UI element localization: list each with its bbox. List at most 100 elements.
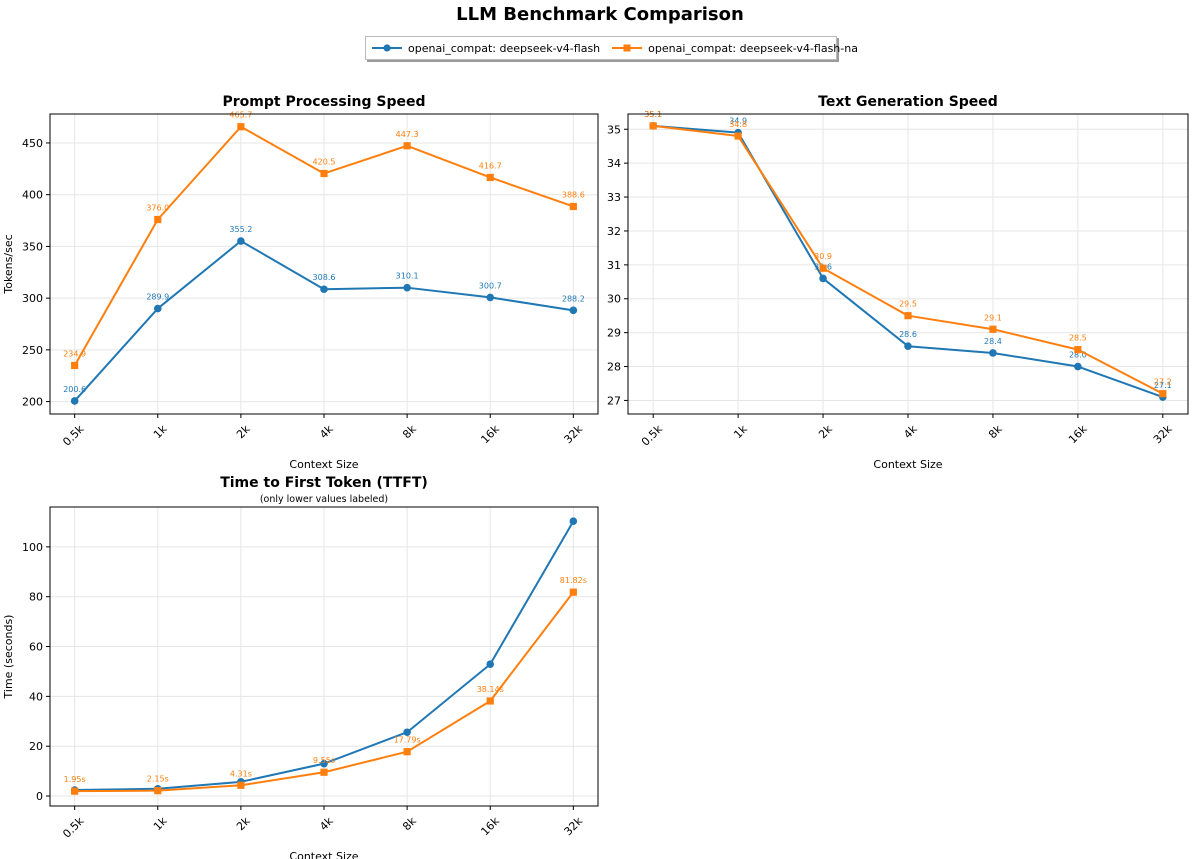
y-tick-label: 80 (29, 591, 43, 604)
x-tick-label: 4k (901, 422, 920, 441)
chart-text-generation-speed: Text Generation Speed 27 28 29 30 31 32 33 34 35 0… (607, 94, 1189, 470)
data-point-square (734, 132, 742, 140)
data-point-square (154, 215, 162, 224)
data-label: 34.8 (729, 120, 747, 129)
y-axis-label: Time (seconds) (2, 615, 15, 700)
y-tick-label: 33 (607, 191, 621, 204)
x-tick-label: 2k (816, 422, 835, 441)
y-tick-label: 250 (22, 344, 43, 357)
data-point-square (569, 202, 577, 211)
legend-line-circle-icon (372, 44, 402, 52)
legend-entry-flash: openai_compat: deepseek-v4-flash (372, 42, 600, 55)
data-point-square (403, 748, 411, 756)
y-tick-label: 100 (22, 541, 43, 554)
data-label: 200.6 (63, 385, 86, 394)
legend: openai_compat: deepseek-v4-flash openai_… (365, 36, 858, 60)
chart-time-to-first-token: Time to First Token (TTFT) (only lower va… (2, 475, 599, 859)
y-tick-label: 200 (22, 396, 43, 409)
data-label: 308.6 (313, 273, 336, 282)
y-tick-label: 450 (22, 137, 43, 150)
y-tick-label: 300 (22, 292, 43, 305)
data-label: 81.82s (560, 576, 587, 585)
x-tick-label: 16k (478, 814, 502, 838)
data-point-square (403, 142, 411, 150)
data-label: 355.2 (229, 225, 252, 234)
x-tick-label: 8k (400, 422, 419, 441)
plot-frame (49, 113, 599, 415)
legend-label-flash-na: openai_compat: deepseek-v4-flash-na (648, 41, 858, 55)
plot-frame (49, 506, 599, 807)
y-tick-label: 60 (29, 641, 43, 654)
data-point-circle (569, 517, 578, 526)
data-point-circle (904, 342, 912, 351)
data-label: 416.7 (479, 161, 502, 170)
y-tick-label: 350 (22, 240, 43, 253)
data-point-square (154, 787, 162, 795)
x-tick-label: 8k (400, 814, 419, 833)
data-point-square (486, 173, 494, 182)
x-tick-label: 16k (1066, 422, 1090, 446)
x-tick-label: 8k (986, 422, 1005, 441)
data-label: 288.2 (562, 294, 585, 303)
x-tick-label: 4k (317, 814, 336, 833)
x-tick-label: 2k (234, 422, 253, 441)
data-label: 29.1 (984, 313, 1002, 322)
data-point-circle (70, 397, 79, 405)
y-tick-label: 20 (29, 740, 43, 753)
x-tick-label: 2k (234, 814, 253, 833)
data-label: 447.3 (396, 130, 419, 139)
x-tick-label: 1k (151, 422, 170, 441)
x-tick-label: 0.5k (60, 422, 87, 449)
y-tick-label: 35 (607, 123, 621, 136)
data-label: 289.9 (146, 293, 169, 302)
data-label: 27.1 (1154, 381, 1172, 390)
data-point-circle (819, 274, 827, 283)
chart-subtitle: (only lower values labeled) (260, 494, 388, 505)
data-point-circle (989, 349, 997, 357)
data-point-circle (486, 293, 495, 302)
legend-label-flash: openai_compat: deepseek-v4-flash (408, 41, 601, 55)
data-label: 28.6 (899, 330, 917, 339)
y-tick-label: 29 (607, 327, 621, 340)
data-point-square (237, 123, 245, 131)
chart-title: Prompt Processing Speed (223, 94, 426, 110)
data-point-square (904, 312, 912, 320)
chart-title: Text Generation Speed (818, 94, 998, 110)
legend-entry-flash-na: openai_compat: deepseek-v4-flash-na (612, 42, 858, 55)
x-tick-label: 1k (151, 814, 170, 833)
data-point-square (819, 264, 827, 272)
data-point-circle (237, 237, 245, 245)
y-tick-label: 27 (607, 394, 621, 407)
x-tick-label: 0.5k (639, 422, 666, 449)
y-tick-label: 30 (607, 293, 621, 306)
data-point-circle (403, 728, 411, 737)
data-label: 465.7 (229, 111, 252, 120)
legend-line-square-icon (612, 44, 643, 52)
data-point-circle (320, 285, 328, 294)
data-label: 17.79s (394, 736, 421, 745)
data-point-square (569, 588, 577, 596)
data-label: 388.6 (562, 190, 585, 199)
x-axis-label: Context Size (873, 458, 942, 470)
data-label: 310.1 (396, 272, 419, 281)
data-label: 4.31s (230, 769, 252, 778)
data-label: 28.4 (984, 337, 1002, 346)
data-point-square (989, 325, 997, 333)
data-point-square (320, 768, 328, 776)
data-point-square (71, 787, 79, 795)
y-tick-label: 31 (607, 259, 621, 272)
data-point-square (237, 781, 245, 789)
data-label: 300.7 (479, 281, 502, 290)
y-tick-label: 400 (22, 189, 43, 202)
y-tick-label: 28 (607, 361, 621, 374)
data-point-square (71, 361, 79, 370)
data-label: 28.5 (1069, 334, 1087, 343)
data-point-circle (403, 283, 411, 292)
y-axis-label: Tokens/sec (2, 234, 15, 294)
data-label: 27.2 (1154, 378, 1172, 387)
data-label: 29.5 (899, 300, 917, 309)
data-point-square (486, 697, 494, 705)
data-label: 34.9 (729, 117, 747, 126)
chart-prompt-processing-speed: Prompt Processing Speed 200 250 300 350 400 45… (2, 94, 599, 470)
